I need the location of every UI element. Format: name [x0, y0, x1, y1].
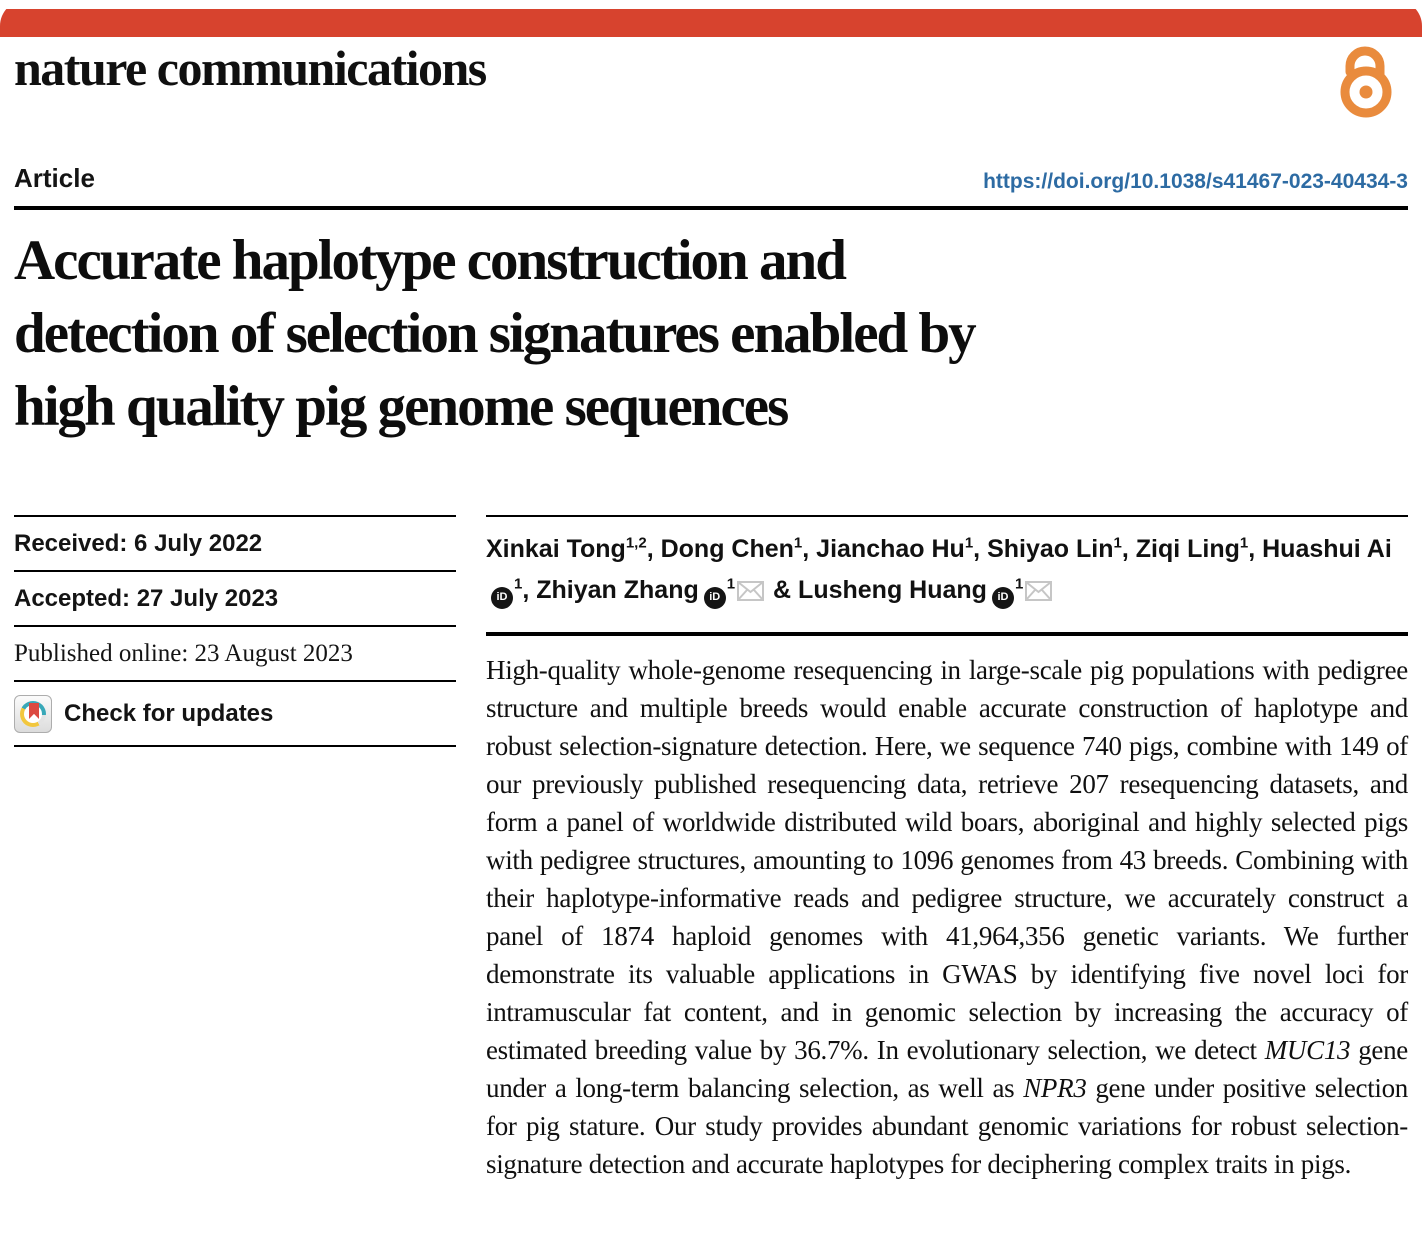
author: Xinkai Tong1,2, — [486, 534, 661, 563]
author: Jianchao Hu1, — [816, 534, 988, 563]
title-line: high quality pig genome sequences — [14, 375, 789, 438]
brand-top-bar — [0, 9, 1422, 37]
email-icon[interactable] — [737, 581, 765, 601]
gene-name: NPR3 — [1023, 1073, 1087, 1103]
orcid-icon[interactable]: iD — [991, 586, 1014, 609]
article-title: Accurate haplotype construction and dete… — [14, 224, 1408, 443]
authors-abstract-column: Xinkai Tong1,2, Dong Chen1, Jianchao Hu1… — [486, 515, 1408, 1183]
article-type-label: Article — [14, 163, 95, 193]
author: Lusheng Huang iD 1 — [798, 576, 1054, 609]
author: Zhiyan Zhang iD 1 & — [536, 576, 798, 609]
check-for-updates-label: Check for updates — [64, 700, 274, 727]
received-date: Received: 6 July 2022 — [14, 515, 456, 570]
author-list: Xinkai Tong1,2, Dong Chen1, Jianchao Hu1… — [486, 529, 1408, 611]
abstract-divider — [486, 632, 1408, 636]
open-access-icon — [1334, 46, 1398, 118]
published-date: Published online: 23 August 2023 — [14, 625, 456, 680]
gene-name: MUC13 — [1264, 1035, 1351, 1065]
orcid-icon[interactable]: iD — [703, 586, 726, 609]
title-line: Accurate haplotype construction and — [14, 229, 847, 292]
orcid-icon[interactable]: iD — [491, 586, 513, 609]
author: Shiyao Lin1, — [987, 534, 1136, 563]
author: Huashui Ai iD 1, — [486, 535, 1392, 609]
check-for-updates-button[interactable]: Check for updates — [14, 680, 456, 747]
crossmark-icon — [14, 695, 52, 733]
abstract-text: High-quality whole-genome resequencing i… — [486, 655, 1408, 1179]
accepted-date: Accepted: 27 July 2023 — [14, 570, 456, 625]
author: Dong Chen1, — [660, 534, 817, 563]
email-icon[interactable] — [1025, 581, 1053, 601]
journal-wordmark: nature communications — [14, 40, 487, 96]
metadata-column: Received: 6 July 2022 Accepted: 27 July … — [14, 515, 456, 1183]
author: Ziqi Ling1, — [1135, 534, 1263, 563]
two-column-layout: Received: 6 July 2022 Accepted: 27 July … — [14, 515, 1408, 1183]
article-header-row: Article https://doi.org/10.1038/s41467-0… — [14, 163, 1408, 210]
doi-link[interactable]: https://doi.org/10.1038/s41467-023-40434… — [983, 170, 1408, 193]
title-line: detection of selection signatures enable… — [14, 302, 977, 365]
